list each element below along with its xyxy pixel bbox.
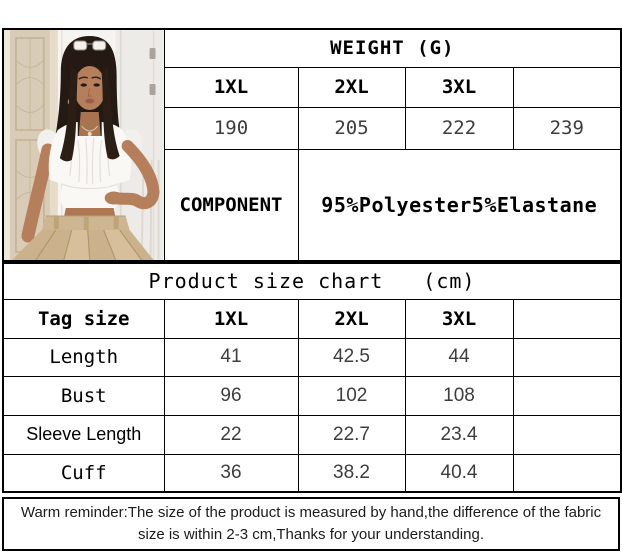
door-hinge <box>149 48 156 59</box>
weight-value-4: 239 <box>512 106 622 150</box>
bust-2xl: 102 <box>297 375 406 416</box>
size-row-cuff: Cuff 36 38.2 40.4 <box>2 453 622 493</box>
weight-size-header-2xl: 2XL <box>297 66 406 108</box>
weight-size-header-row: 1XL 2XL 3XL <box>3 66 622 108</box>
weight-value-1xl: 190 <box>163 106 299 150</box>
cuff-1xl: 36 <box>163 453 299 493</box>
length-1xl: 41 <box>163 337 299 377</box>
col-header-empty <box>512 298 622 339</box>
size-chart-header-row: Tag size 1XL 2XL 3XL <box>2 298 622 339</box>
col-header-2xl: 2XL <box>297 298 406 339</box>
row-label-cuff: Cuff <box>2 453 165 493</box>
weight-title-row: WEIGHT (G) <box>2 28 622 262</box>
warm-reminder-box: Warm reminder:The size of the product is… <box>2 497 620 551</box>
component-value: 95%Polyester5%Elastane <box>297 148 622 262</box>
sleeve-2xl: 22.7 <box>297 414 406 455</box>
size-chart-unit: (cm) <box>423 269 476 294</box>
necklace <box>81 125 99 136</box>
weight-size-header-1xl: 1XL <box>163 66 299 108</box>
size-row-bust: Bust 96 102 108 <box>2 375 622 416</box>
model-photo <box>2 28 165 262</box>
size-row-length: Length 41 42.5 44 <box>2 337 622 377</box>
length-empty <box>512 337 622 377</box>
weight-value-2xl: 205 <box>297 106 406 150</box>
sleeve-1xl: 22 <box>163 414 299 455</box>
sleeve-3xl: 23.4 <box>404 414 514 455</box>
size-chart-title: Product size chart <box>148 269 384 294</box>
row-label-sleeve-length: Sleeve Length <box>2 414 165 455</box>
neck <box>78 112 101 136</box>
right-arm-hand-on-hip <box>104 140 160 210</box>
row-label-bust: Bust <box>2 375 165 416</box>
bust-1xl: 96 <box>163 375 299 416</box>
size-chart-title-cell: Product size chart (cm) <box>2 262 622 300</box>
col-header-1xl: 1XL <box>163 298 299 339</box>
cuff-empty <box>512 453 622 493</box>
cuff-2xl: 38.2 <box>297 453 406 493</box>
model-figure <box>11 36 160 260</box>
khaki-skirt <box>11 215 154 260</box>
sleeve-empty <box>512 414 622 455</box>
weight-size-header-3xl: 3XL <box>404 66 514 108</box>
weight-table-title: WEIGHT (G) <box>163 28 622 68</box>
bust-3xl: 108 <box>404 375 514 416</box>
model-photo-illustration <box>4 30 163 260</box>
length-2xl: 42.5 <box>297 337 406 377</box>
size-chart-table: Product size chart (cm) Tag size 1XL 2XL… <box>2 262 622 493</box>
sunglasses <box>73 40 107 51</box>
component-row: COMPONENT 95%Polyester5%Elastane <box>3 148 622 262</box>
cuff-3xl: 40.4 <box>404 453 514 493</box>
left-arm <box>21 143 55 243</box>
weight-value-3xl: 222 <box>404 106 514 150</box>
col-header-tag-size: Tag size <box>2 298 165 339</box>
col-header-3xl: 3XL <box>404 298 514 339</box>
weight-table: WEIGHT (G) 1XL 2XL 3XL 190 205 222 239 C… <box>2 28 622 262</box>
weight-size-header-empty <box>512 66 622 108</box>
size-row-sleeve-length: Sleeve Length 22 22.7 23.4 <box>2 414 622 455</box>
door-hinge <box>149 84 156 95</box>
row-label-length: Length <box>2 337 165 377</box>
warm-reminder-text: Warm reminder:The size of the product is… <box>20 503 602 544</box>
weight-values-row: 190 205 222 239 <box>3 106 622 150</box>
bust-empty <box>512 375 622 416</box>
face-features <box>78 76 102 104</box>
component-label: COMPONENT <box>163 148 299 262</box>
size-chart-title-row: Product size chart (cm) <box>2 262 622 300</box>
length-3xl: 44 <box>404 337 514 377</box>
